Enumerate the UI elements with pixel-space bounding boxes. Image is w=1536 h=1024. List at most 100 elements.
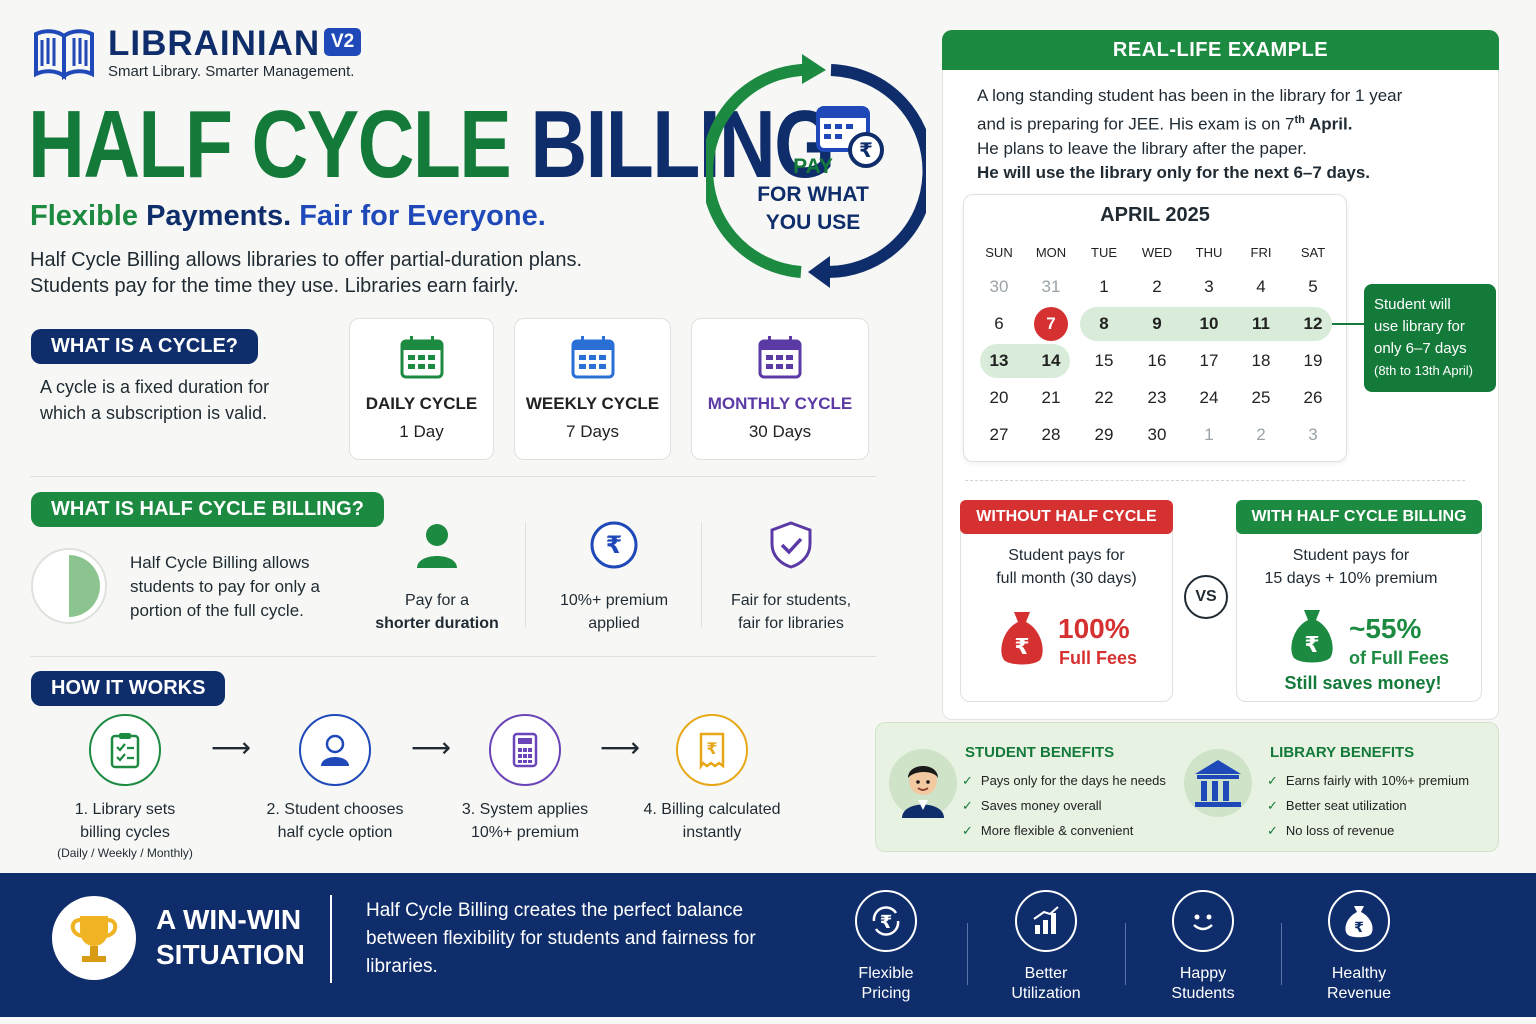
calendar-day: 14 (1041, 351, 1061, 370)
cycle-name: DAILY CYCLE (365, 394, 478, 413)
real-life-story: A long standing student has been in the … (977, 84, 1477, 185)
step-line-1: 2. Student chooses (266, 801, 404, 818)
without-percent: 100% (1058, 613, 1130, 644)
calculator-icon (489, 714, 561, 786)
feature-line-1: Pay for a (404, 592, 470, 609)
calendar-day: 5 (1308, 277, 1318, 296)
subtitle-part-2: Payments. (146, 200, 292, 232)
connector-line (1332, 323, 1364, 325)
brand-name: LIBRAINIAN (108, 24, 321, 63)
calendar-day: 30 (1147, 425, 1167, 444)
calendar-day: 13 (989, 351, 1009, 370)
calendar-day: 23 (1147, 388, 1167, 407)
section-divider (965, 480, 1465, 481)
with-percent: ~55% (1349, 613, 1422, 644)
with-half-cycle-label: WITH HALF CYCLE BILLING (1236, 500, 1482, 534)
footer-separator (967, 923, 968, 985)
calendar-day-exam: 7 (1034, 307, 1068, 341)
ring-line-1: PAY (793, 155, 833, 178)
daily-cycle-card: DAILY CYCLE 1 Day (349, 318, 494, 460)
clipboard-icon (89, 714, 161, 786)
step-2: 2. Student chooses half cycle option (250, 714, 420, 844)
half-circle-icon (31, 548, 107, 624)
student-icon (299, 714, 371, 786)
feature-premium: ₹ 10%+ premium applied (540, 520, 688, 635)
check-icon: ✓ (1267, 798, 1278, 813)
calendar-icon (400, 336, 443, 379)
step-line-1: 4. Billing calculated (643, 801, 781, 818)
list-item: ✓ Pays only for the days he needs (962, 773, 1166, 788)
svg-text:₹: ₹ (1354, 920, 1364, 936)
calendar-day: 10 (1199, 314, 1219, 333)
weekly-cycle-card: WEEKLY CYCLE 7 Days (514, 318, 671, 460)
highlight-band-week-3 (980, 344, 1070, 378)
footer-divider (330, 895, 332, 983)
shield-check-icon (770, 521, 812, 569)
cycle-duration: 1 Day (399, 422, 444, 441)
step-line-2: instantly (682, 824, 742, 841)
with-description: Student pays for 15 days + 10% premium (1264, 547, 1438, 587)
footer-separator (1281, 923, 1282, 985)
list-item: ✓ Earns fairly with 10%+ premium (1267, 773, 1470, 788)
svg-text:₹: ₹ (1014, 635, 1029, 660)
story-line-3: He plans to leave the library after the … (977, 138, 1307, 158)
how-it-works-heading: HOW IT WORKS (31, 671, 226, 706)
calendar-icon (758, 336, 802, 379)
calendar-day: 22 (1094, 388, 1114, 407)
half-cycle-heading: WHAT IS HALF CYCLE BILLING? (31, 492, 384, 527)
calendar-day: 3 (1308, 425, 1318, 444)
calendar-day: 27 (989, 425, 1009, 444)
library-benefits-title: LIBRARY BENEFITS (1270, 744, 1415, 761)
step-sub: (Daily / Weekly / Monthly) (57, 846, 193, 860)
without-half-cycle-label: WITHOUT HALF CYCLE (960, 500, 1173, 534)
library-building-icon (1184, 749, 1252, 817)
calendar-day: 12 (1303, 314, 1323, 333)
calendar-day: 9 (1152, 314, 1162, 333)
rupee-icon: ₹ (590, 521, 638, 569)
calendar-title: APRIL 2025 (1100, 204, 1210, 226)
calendar-day: 26 (1303, 388, 1323, 407)
without-caption: Full Fees (1059, 648, 1138, 668)
highlight-band-week-2 (1080, 307, 1332, 341)
calendar-day: 2 (1256, 425, 1266, 444)
calendar-day: 21 (1041, 388, 1061, 407)
feature-line-2: shorter duration (375, 615, 499, 632)
section-divider (30, 656, 876, 657)
check-icon: ✓ (962, 773, 973, 788)
list-item: ✓ Better seat utilization (1267, 798, 1407, 813)
list-item: ✓ No loss of revenue (1267, 823, 1395, 838)
cycle-arrows-icon: ₹ (706, 54, 926, 288)
title-part-1: HALF CYCLE (28, 91, 512, 198)
money-bag-icon: ₹ (1001, 612, 1043, 665)
step-line-2: billing cycles (80, 824, 170, 841)
ring-line-2: FOR WHAT (757, 183, 869, 206)
divider (701, 522, 702, 628)
story-line-4: He will use the library only for the nex… (977, 162, 1371, 182)
subtitle-part-3: Fair for Everyone. (299, 200, 546, 232)
calendar-rupee-icon: ₹ (816, 106, 884, 168)
calendar-icon (571, 336, 614, 379)
intro-line-1: Half Cycle Billing allows libraries to o… (30, 249, 583, 271)
arrow-right-icon: ⟶ (211, 732, 252, 763)
calendar-day: 3 (1204, 277, 1214, 296)
weekday-label: SAT (1300, 245, 1326, 260)
page-title: HALF CYCLE BILLING (28, 91, 835, 198)
footer-item-flexible-pricing: ₹ Flexible Pricing (821, 890, 951, 1004)
footer-separator (1125, 923, 1126, 985)
what-is-cycle-heading: WHAT IS A CYCLE? (31, 329, 259, 364)
calendar-day: 19 (1303, 351, 1323, 370)
check-icon: ✓ (962, 798, 973, 813)
brand-tagline: Smart Library. Smarter Management. (108, 63, 355, 80)
story-line-2: and is preparing for JEE. His exam is on… (977, 114, 1353, 134)
footer-item-happy-students: Happy Students (1138, 890, 1268, 1004)
footer-item-better-utilization: Better Utilization (981, 890, 1111, 1004)
footer-banner (0, 873, 1536, 1017)
ring-line-3: YOU USE (765, 211, 861, 234)
calendar-day: 6 (994, 314, 1004, 333)
win-win-title: A WIN-WIN SITUATION (156, 904, 305, 970)
list-item: ✓ More flexible & convenient (962, 823, 1134, 838)
calendar-day: 15 (1094, 351, 1114, 370)
divider (525, 522, 526, 628)
intro-line-2: Students pay for the time they use. Libr… (30, 275, 519, 297)
with-caption: of Full Fees (1349, 648, 1450, 668)
